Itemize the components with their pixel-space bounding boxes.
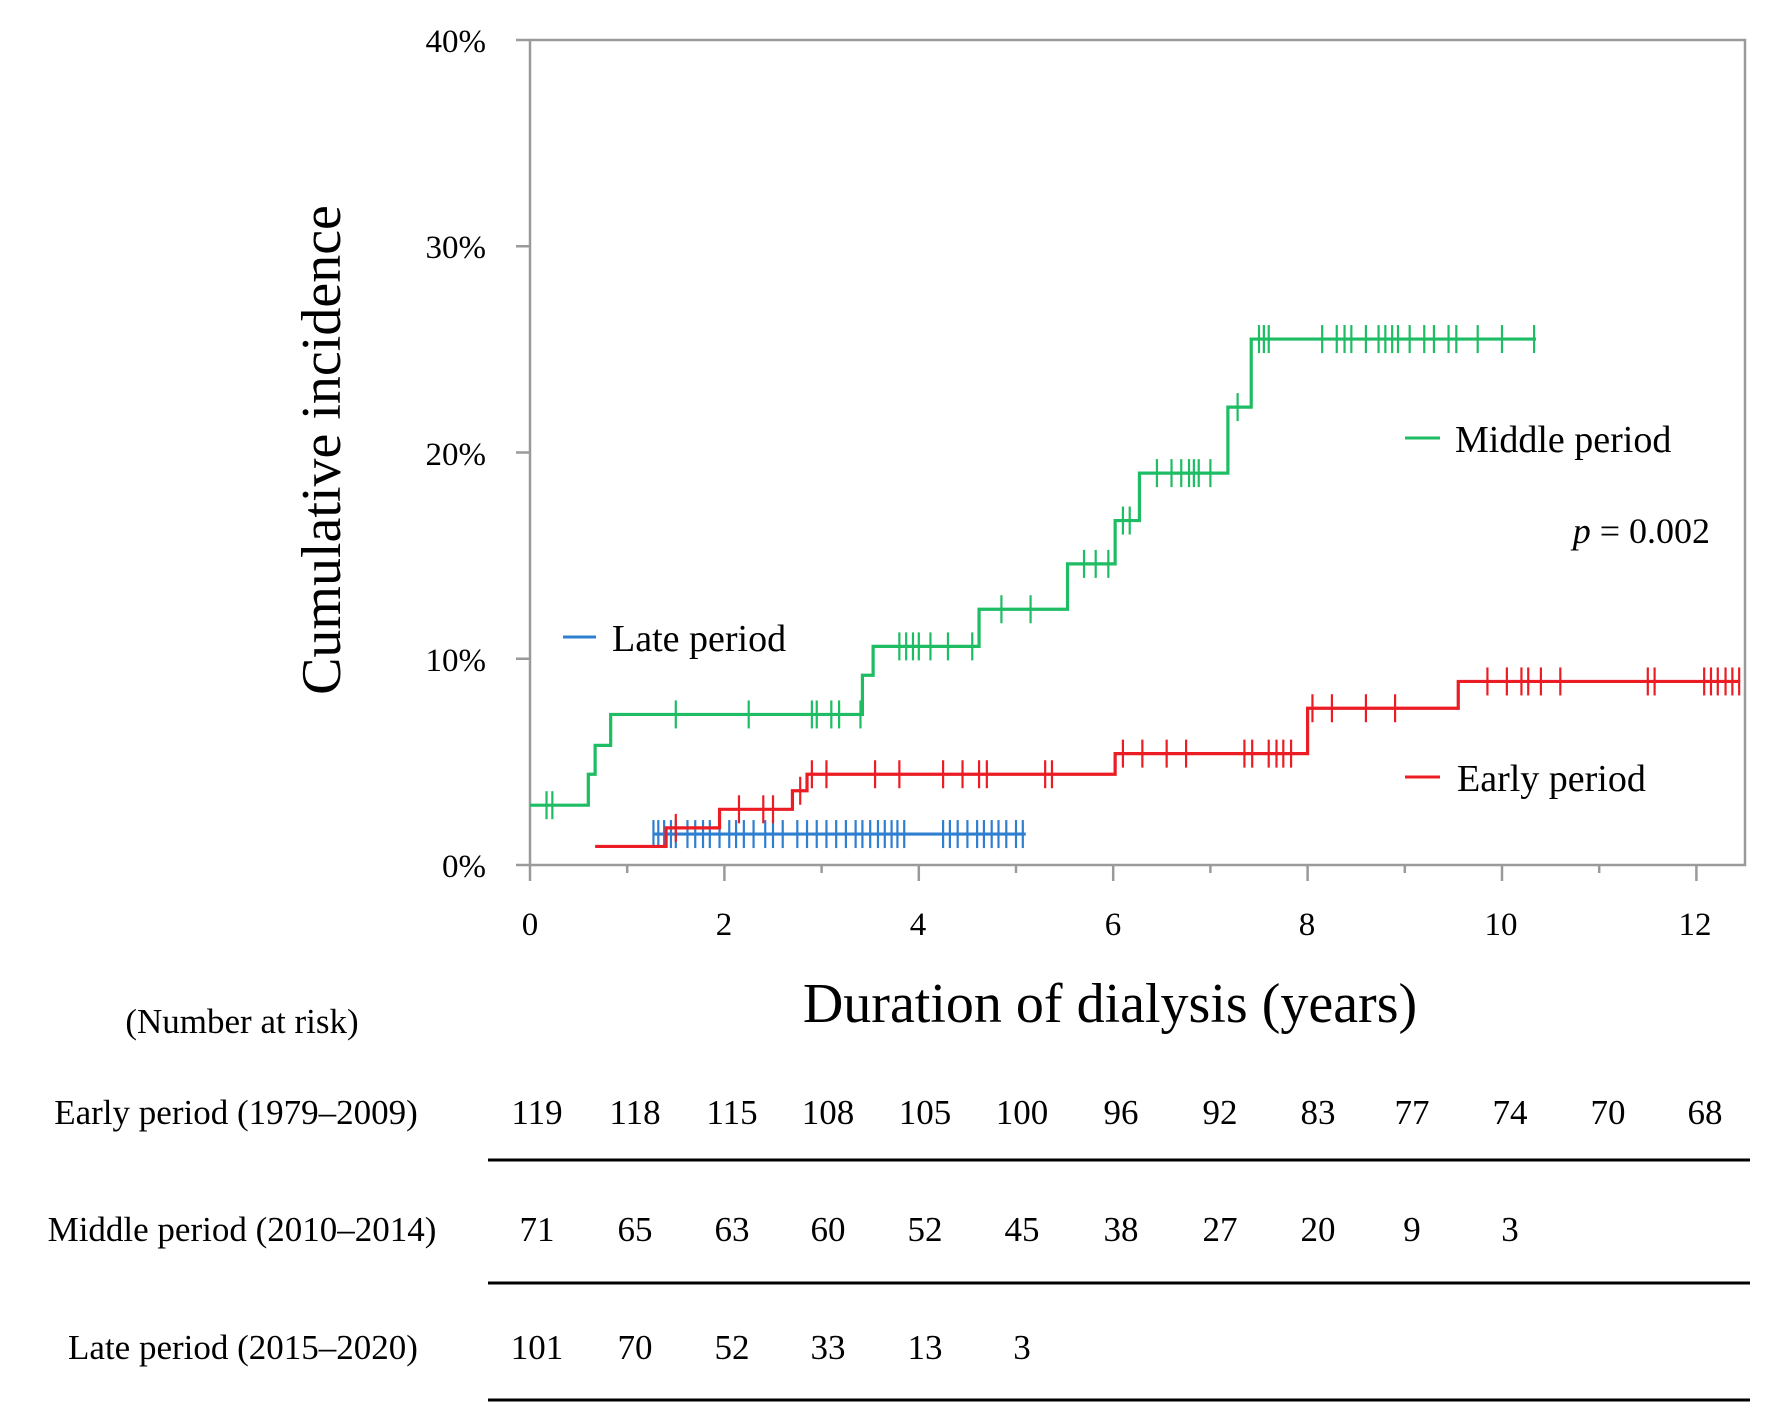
risk-table-title: (Number at risk) [125,1002,358,1041]
y-axis-ticks [516,38,530,867]
step-line-middle [530,337,1537,807]
legend-label-late: Late period [612,618,786,660]
risk-value-late: 33 [811,1328,846,1367]
risk-value-early: 118 [609,1093,660,1132]
y-tick-label: 0% [442,849,486,885]
risk-value-late: 13 [908,1328,943,1367]
y-axis-title: Cumulative incidence [291,205,353,695]
risk-value-middle: 63 [715,1210,750,1249]
risk-value-early: 119 [511,1093,562,1132]
risk-value-middle: 65 [618,1210,653,1249]
y-tick-labels: 0% 10% 20% 30% 40% [426,24,487,885]
risk-value-late: 70 [618,1328,653,1367]
x-tick-labels: 0 2 4 6 8 10 12 [522,907,1712,943]
risk-value-middle: 38 [1104,1210,1139,1249]
x-tick-label: 4 [910,907,927,943]
p-symbol: p [1570,511,1591,551]
risk-row-label-late: Late period (2015–2020) [68,1328,418,1367]
risk-value-middle: 71 [520,1210,555,1249]
p-value-annotation: p = 0.002 [1570,511,1710,551]
plot-area [516,38,1747,881]
risk-value-middle: 27 [1203,1210,1238,1249]
y-tick-label: 40% [426,24,487,60]
risk-values: 119 118 115 108 105 100 96 92 83 77 74 70 68 71 65 63 60… [511,1093,1723,1367]
risk-value-early: 68 [1688,1093,1723,1132]
step-line-early [595,679,1741,849]
y-tick-label: 30% [426,230,487,266]
risk-value-late: 101 [511,1328,564,1367]
p-value: = 0.002 [1591,511,1710,551]
series-late [652,820,1026,849]
risk-value-early: 70 [1591,1093,1626,1132]
risk-value-early: 92 [1203,1093,1238,1132]
x-axis-ticks [528,865,1698,881]
legend-early: Early period [1405,758,1646,800]
x-tick-label: 2 [716,907,733,943]
risk-value-early: 74 [1493,1093,1528,1132]
risk-value-late: 3 [1013,1328,1031,1367]
risk-value-middle: 9 [1403,1210,1421,1249]
risk-row-label-middle: Middle period (2010–2014) [48,1210,437,1249]
risk-value-middle: 45 [1005,1210,1040,1249]
risk-value-early: 83 [1301,1093,1336,1132]
series-middle [530,325,1537,820]
x-axis-title: Duration of dialysis (years) [803,973,1417,1035]
risk-value-early: 77 [1395,1093,1430,1132]
risk-row-label-early: Early period (1979–2009) [54,1093,418,1132]
risk-value-early: 108 [802,1093,855,1132]
x-tick-label: 0 [522,907,539,943]
y-tick-label: 10% [426,643,487,679]
legend-label-early: Early period [1457,758,1646,800]
y-tick-label: 20% [426,437,487,473]
risk-value-middle: 3 [1501,1210,1519,1249]
risk-value-middle: 60 [811,1210,846,1249]
legend-middle: Middle period [1405,419,1671,461]
x-tick-label: 8 [1299,907,1316,943]
risk-value-middle: 20 [1301,1210,1336,1249]
series-layer [530,325,1741,849]
risk-value-middle: 52 [908,1210,943,1249]
risk-value-late: 52 [715,1328,750,1367]
risk-value-early: 105 [899,1093,952,1132]
x-tick-label: 12 [1679,907,1712,943]
x-tick-label: 10 [1485,907,1518,943]
risk-value-early: 115 [706,1093,757,1132]
legend-label-middle: Middle period [1455,419,1671,461]
legend-late: Late period [563,618,786,660]
risk-table: Early period (1979–2009) Middle period (… [48,1093,1750,1402]
risk-value-early: 100 [996,1093,1049,1132]
risk-value-early: 96 [1104,1093,1139,1132]
x-tick-label: 6 [1105,907,1122,943]
series-early [595,667,1741,849]
